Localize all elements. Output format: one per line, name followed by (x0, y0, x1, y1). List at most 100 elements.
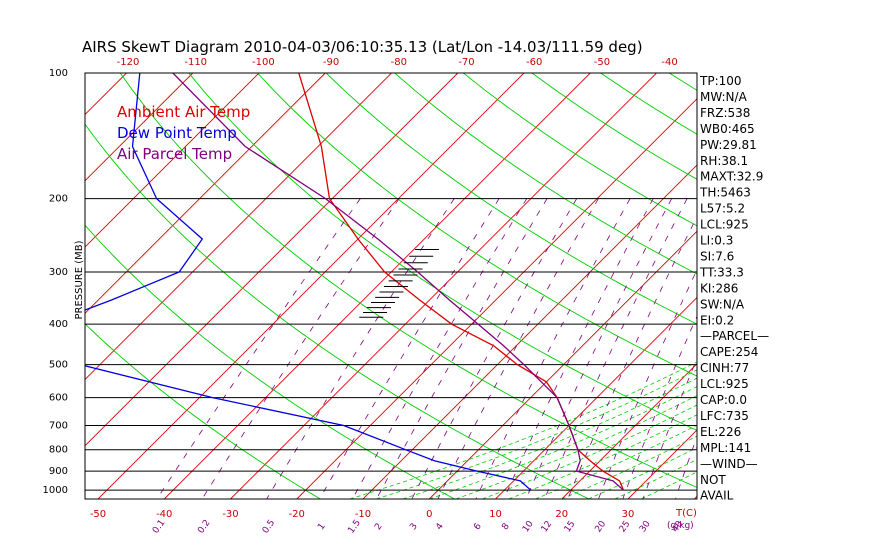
isotherm (296, 98, 697, 499)
mixing-ratio-line (376, 198, 548, 499)
dry-adiabat (325, 73, 697, 325)
index-label: WB0:465 (700, 122, 755, 136)
isotherm (230, 73, 657, 499)
dry-adiabat (85, 323, 321, 499)
pressure-tick-label: 800 (49, 445, 68, 456)
top-temp-tick-label: -90 (323, 57, 339, 68)
index-label: EI:0.2 (700, 313, 734, 327)
bottom-temp-tick-label: 30 (622, 509, 635, 520)
isotherm (163, 73, 591, 499)
bottom-temp-tick-label: -10 (355, 509, 371, 520)
x-axis-label: T(C) (675, 508, 697, 519)
isotherm (85, 73, 326, 314)
series-line (298, 73, 625, 491)
y-axis-label: PRESSURE (MB) (74, 240, 85, 319)
bottom-temp-tick-label: 10 (489, 509, 502, 520)
index-label: PW:29.81 (700, 138, 757, 152)
bottom-temp-tick-label: 0 (426, 509, 432, 520)
dry-adiabat (85, 224, 455, 499)
index-label: —PARCEL— (700, 329, 769, 343)
isotherm (561, 363, 697, 499)
index-label: RH:38.1 (700, 154, 748, 168)
index-label: EL:226 (700, 425, 741, 439)
mixing-ratio-tick-label: 8 (500, 521, 512, 532)
index-label: SW:N/A (700, 297, 745, 311)
index-label: LCL:925 (700, 218, 749, 232)
background-grid (85, 73, 697, 499)
dry-adiabat (85, 123, 590, 499)
dry-adiabat (394, 73, 697, 275)
bottom-temp-tick-label: -30 (222, 509, 238, 520)
pressure-tick-label: 200 (49, 194, 68, 205)
mixing-ratio-unit: (g/kg) (667, 521, 694, 531)
index-label: NOT (700, 473, 726, 487)
index-label: FRZ:538 (700, 106, 750, 120)
moist-adiabat (561, 435, 697, 499)
bottom-temp-tick-label: 20 (555, 509, 568, 520)
index-label: —WIND— (700, 457, 758, 471)
series-line (172, 73, 625, 491)
dry-adiabat (257, 73, 697, 377)
mixing-ratio-line (622, 315, 697, 499)
index-label: LFC:735 (700, 409, 749, 423)
index-label: MAXT:32.9 (700, 170, 763, 184)
pressure-tick-label: 900 (49, 466, 68, 477)
top-temp-tick-label: -60 (526, 57, 542, 68)
pressure-tick-label: 300 (49, 267, 68, 278)
isotherm (495, 296, 697, 499)
isotherm (362, 164, 697, 499)
plot-frame (84, 72, 698, 500)
mixing-ratio-line (598, 268, 697, 499)
chart-title: AIRS SkewT Diagram 2010-04-03/06:10:35.1… (82, 38, 643, 56)
moist-adiabat (402, 377, 697, 499)
moist-adiabat (535, 424, 697, 499)
bottom-temp-tick-label: -50 (90, 509, 106, 520)
isotherm (85, 73, 260, 248)
top-temp-tick-label: -50 (594, 57, 610, 68)
index-label: TH:5463 (699, 186, 751, 200)
mixing-ratio-tick-label: 4 (434, 521, 446, 532)
index-label: AVAIL (700, 489, 734, 503)
profiles (85, 73, 625, 491)
top-temp-tick-label: -70 (458, 57, 474, 68)
isotherm (85, 73, 194, 182)
top-temp-tick-label: -80 (391, 57, 407, 68)
pressure-tick-label: 500 (49, 360, 68, 371)
legend-entry: Dew Point Temp (117, 124, 237, 142)
mixing-ratio-line (352, 198, 528, 499)
series-line (85, 73, 532, 491)
index-label: MPL:141 (700, 441, 751, 455)
mixing-ratio-line (266, 198, 455, 499)
index-label: L57:5.2 (700, 202, 745, 216)
mixing-ratio-line (642, 357, 697, 499)
top-temp-tick-label: -120 (117, 57, 140, 68)
index-label: CINH:77 (700, 361, 749, 375)
mixing-ratio-tick-label: 2 (373, 522, 384, 532)
index-label: KI:286 (700, 281, 738, 295)
bottom-temp-tick-label: -40 (156, 509, 172, 520)
index-label: TT:33.3 (699, 265, 744, 279)
stability-indices: TP:100 MW:N/A FRZ:538 WB0:465 PW:29.81 RH:38.… (699, 74, 769, 503)
pressure-tick-label: 1000 (43, 485, 68, 496)
pressure-tick-label: 400 (49, 319, 68, 330)
dry-adiabat (119, 73, 697, 488)
top-temp-tick-label: -110 (184, 57, 207, 68)
pressure-tick-label: 700 (49, 421, 68, 432)
moist-adiabat (349, 361, 697, 499)
mixing-ratio-tick-label: 1 (316, 522, 327, 532)
legend-entry: Air Parcel Temp (117, 145, 232, 163)
isotherm (85, 73, 459, 447)
mixing-ratio-line (201, 198, 400, 499)
mixing-ratio-line (475, 198, 631, 499)
dry-adiabat (188, 73, 697, 431)
legend: Ambient Air Temp Dew Point Temp Air Parcel… (117, 103, 250, 163)
top-temp-tick-label: -100 (252, 57, 275, 68)
index-label: TP:100 (699, 74, 742, 88)
mixing-ratio-tick-label: 6 (472, 521, 484, 532)
top-temp-tick-label: -40 (661, 57, 677, 68)
mixing-ratio-tick-label: 3 (408, 522, 419, 532)
pressure-tick-label: 600 (49, 393, 68, 404)
mixing-ratio-line (411, 198, 578, 499)
